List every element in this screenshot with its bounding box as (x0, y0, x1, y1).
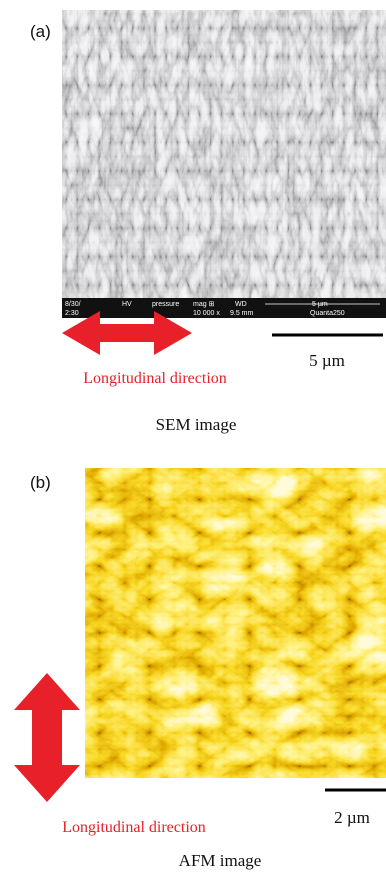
info-text: 10 000 x (193, 310, 220, 317)
info-text: mag ⊞ (193, 301, 215, 308)
info-text: pressure (152, 301, 179, 308)
scale-label: 5 µm (309, 351, 345, 370)
panel-label: (b) (30, 473, 51, 492)
info-text: WD (235, 301, 247, 308)
info-text: Quanta250 (310, 310, 345, 317)
sem-image (62, 10, 386, 298)
arrow-label: Longitudinal direction (83, 370, 227, 387)
info-text: HV (122, 301, 132, 308)
figure: (a) 8/30/ 2:30 HV pressure mag ⊞ WD 5 µm… (0, 0, 386, 872)
info-text: 5 µm (312, 301, 328, 308)
caption: AFM image (179, 851, 262, 870)
panel-label: (a) (30, 22, 51, 41)
caption: SEM image (156, 415, 237, 434)
arrow-label: Longitudinal direction (62, 819, 206, 836)
info-text: 2:30 (65, 310, 79, 317)
direction-arrow (14, 673, 80, 802)
afm-image (85, 468, 386, 778)
info-text: 8/30/ (65, 301, 81, 308)
page: (a) 8/30/ 2:30 HV pressure mag ⊞ WD 5 µm… (0, 0, 386, 872)
info-text: 9.5 mm (230, 310, 254, 317)
scale-label: 2 µm (334, 808, 370, 827)
